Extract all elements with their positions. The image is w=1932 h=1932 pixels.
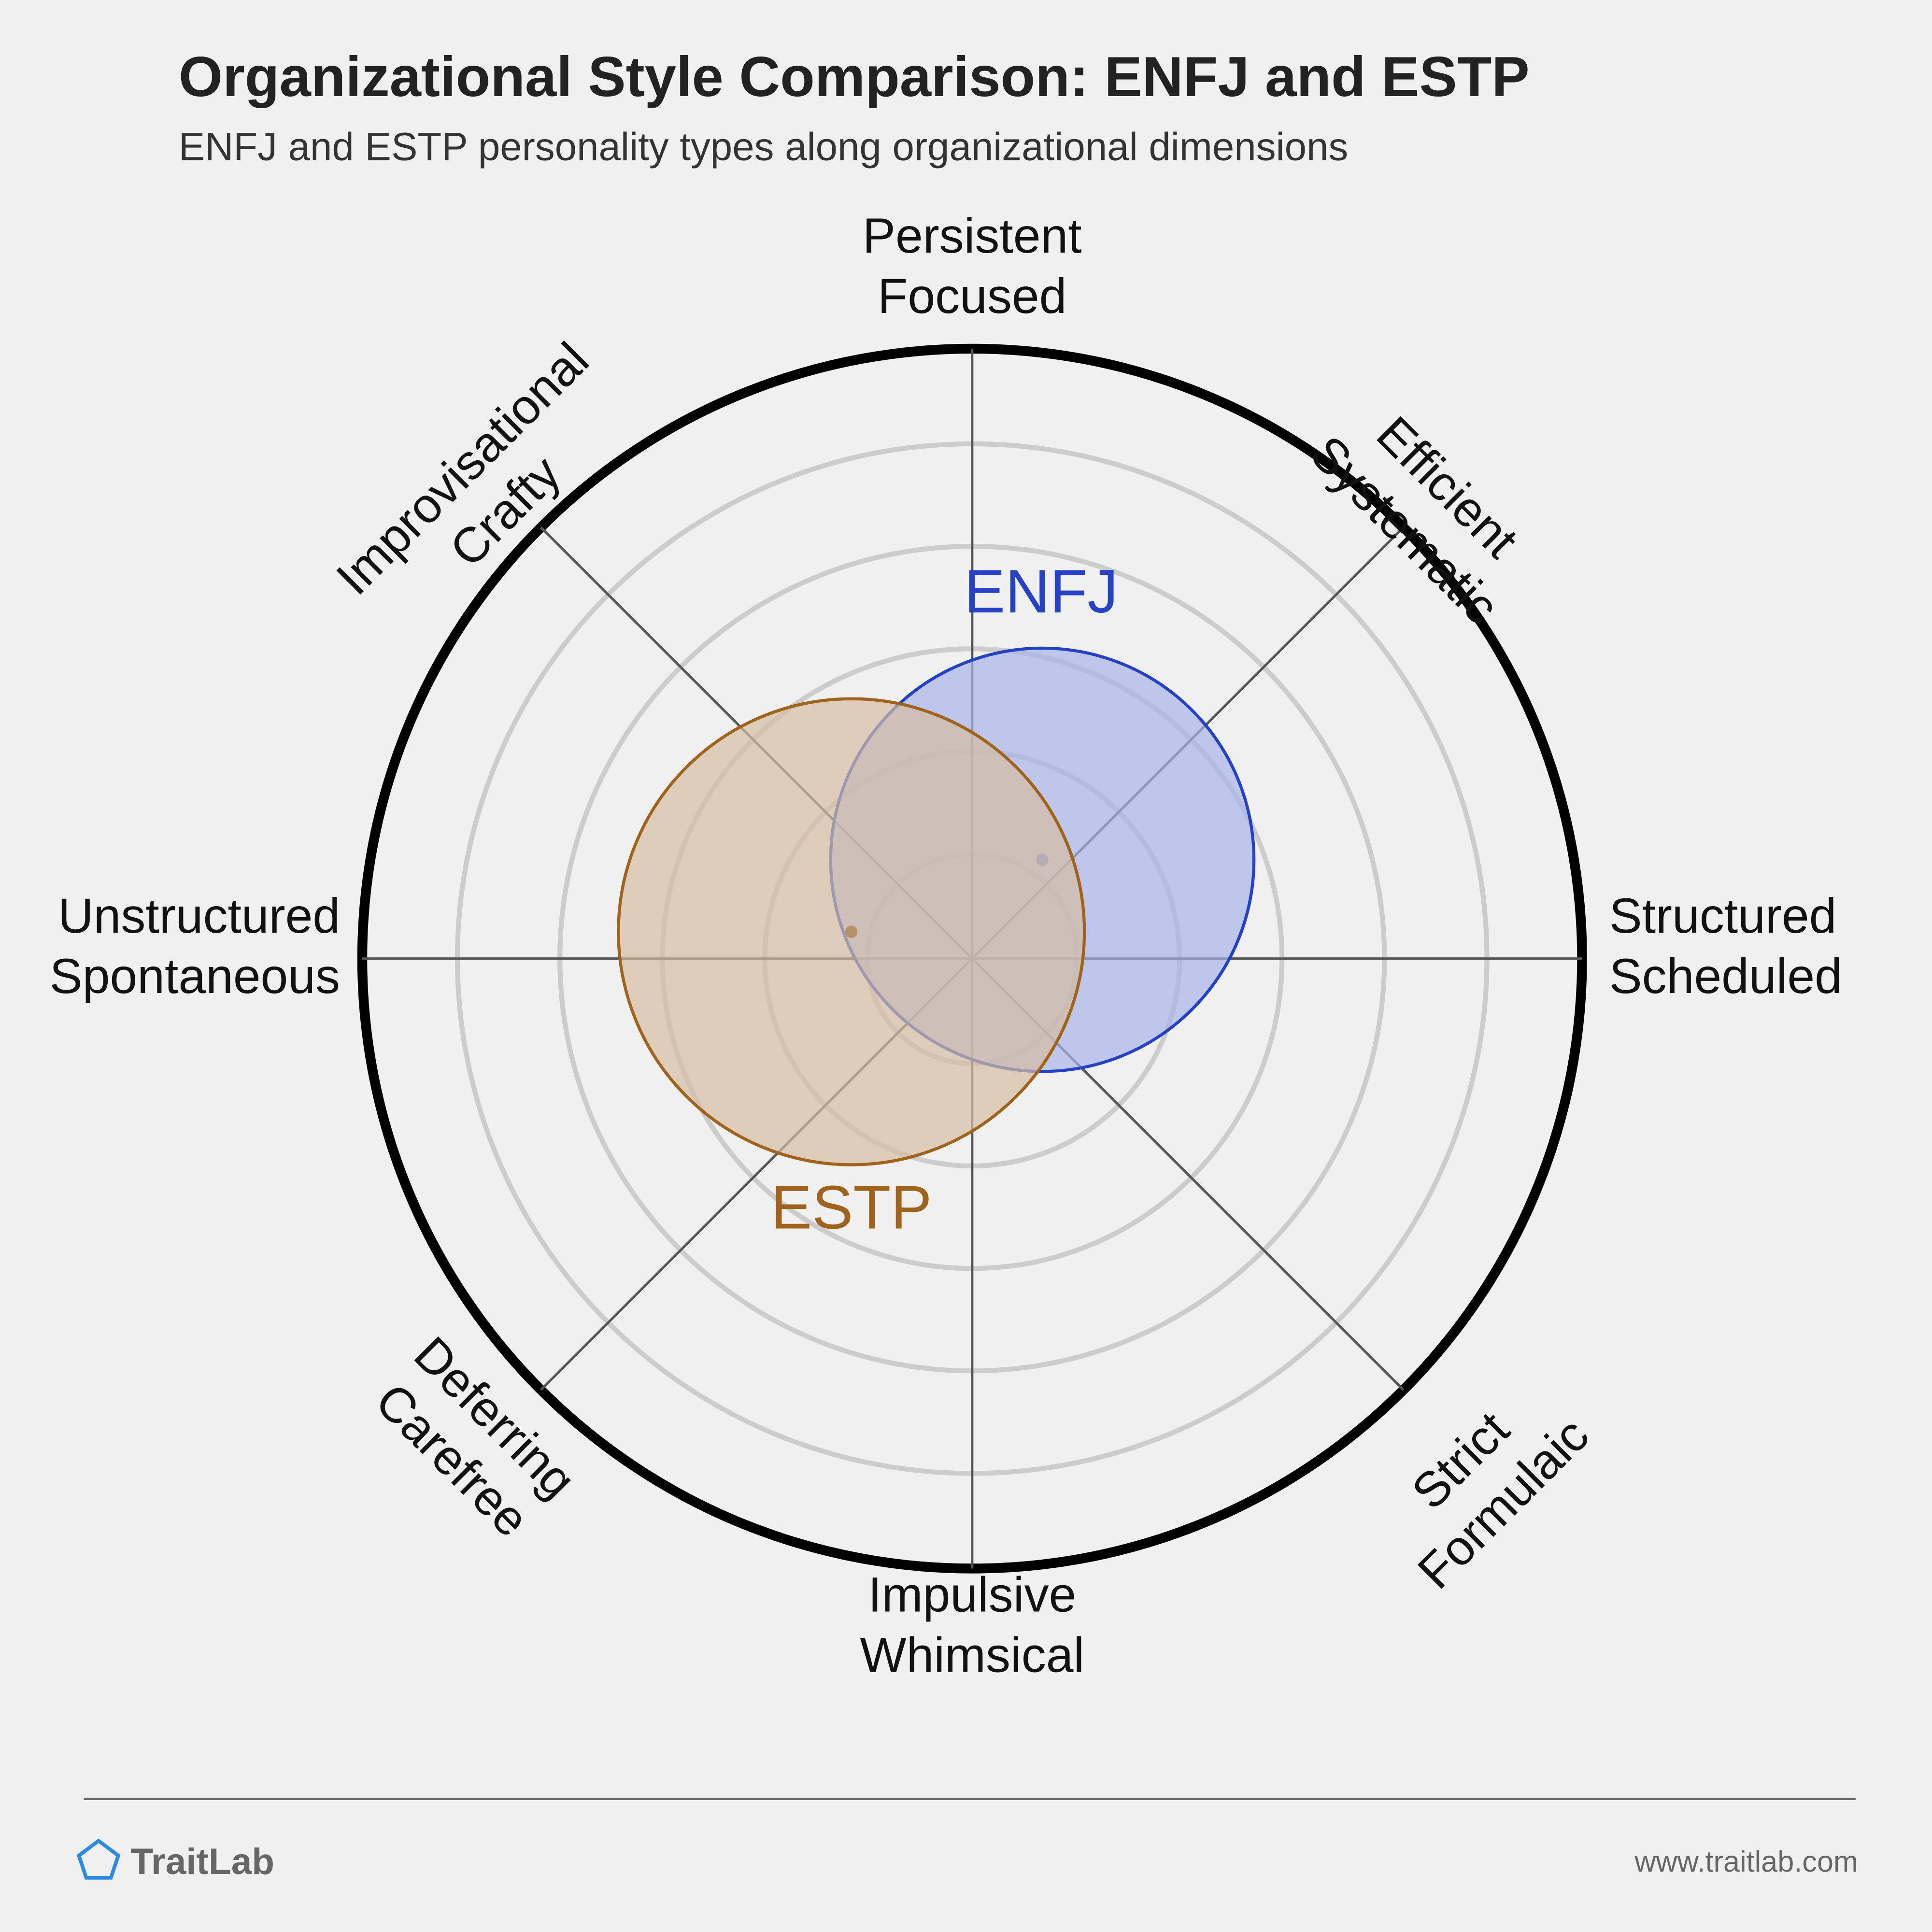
chart-subtitle: ENFJ and ESTP personality types along or… [179, 125, 1348, 169]
brand-logo [76, 1838, 121, 1880]
brand-name: TraitLab [130, 1841, 274, 1882]
axis-label: Focused [878, 269, 1066, 324]
axis-label: Spontaneous [50, 949, 340, 1004]
chart-title: Organizational Style Comparison: ENFJ an… [179, 45, 1530, 108]
axis-label: Impulsive [868, 1567, 1076, 1622]
axis-label: Unstructured [58, 888, 340, 943]
axis-label: Persistent [863, 208, 1082, 263]
bubble-center [845, 925, 858, 938]
axis-label: Whimsical [860, 1628, 1084, 1683]
series-label: ENFJ [964, 557, 1118, 626]
series-label: ESTP [771, 1173, 932, 1242]
axis-label: Structured [1609, 888, 1837, 943]
axis-label: Scheduled [1609, 949, 1842, 1004]
footer-url: www.traitlab.com [1634, 1845, 1858, 1878]
